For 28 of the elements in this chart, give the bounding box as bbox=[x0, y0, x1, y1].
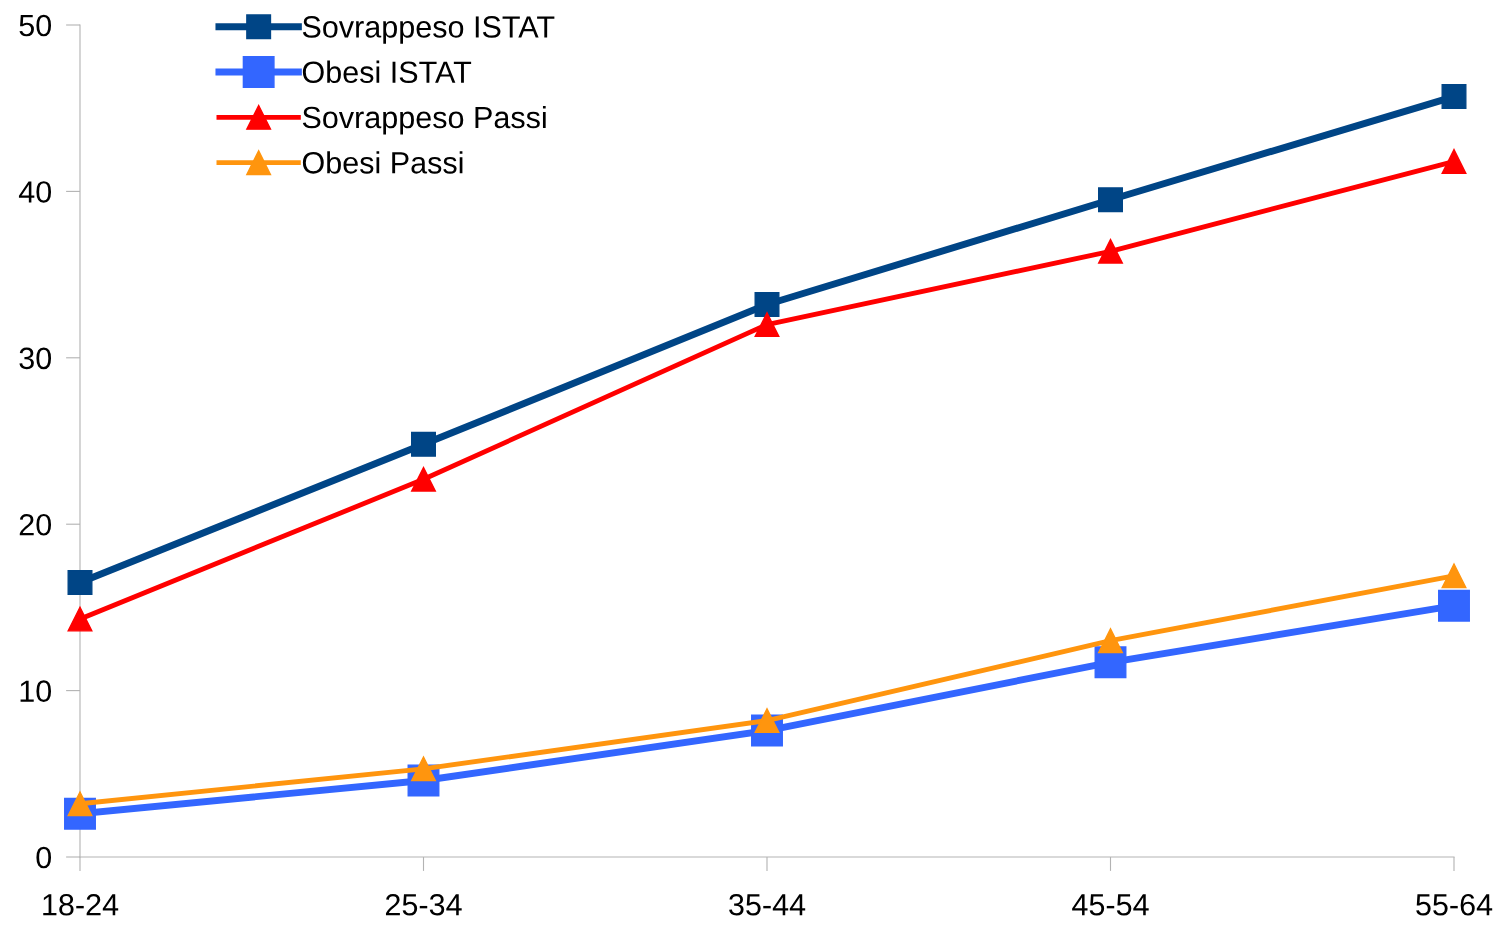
point bbox=[1441, 148, 1467, 174]
legend-label: Sovrappeso ISTAT bbox=[302, 16, 555, 44]
point bbox=[1438, 589, 1470, 622]
x-tick-label: 55-64 bbox=[1416, 893, 1493, 916]
legend-label: Sovrappeso Passi bbox=[302, 105, 546, 135]
y-tick-label: 40 bbox=[18, 181, 52, 203]
x-tick-label: 25-34 bbox=[385, 893, 462, 916]
y-tick-label: 50 bbox=[19, 14, 52, 37]
point bbox=[754, 292, 780, 318]
y-tick-label: 20 bbox=[19, 513, 52, 536]
y-tick-label: 10 bbox=[20, 680, 52, 702]
point bbox=[410, 431, 437, 457]
point bbox=[67, 569, 93, 595]
point bbox=[754, 312, 780, 338]
point bbox=[1441, 563, 1467, 589]
x-tick-label: 45-54 bbox=[1072, 894, 1149, 916]
y-tick-label: 30 bbox=[19, 347, 52, 370]
x-tick-label: 18-24 bbox=[43, 893, 119, 916]
point bbox=[67, 606, 93, 632]
point bbox=[1441, 84, 1467, 110]
legend-label: Obesi Passi bbox=[302, 151, 463, 174]
x-tick-label: 35-44 bbox=[729, 893, 806, 916]
point bbox=[1097, 238, 1124, 264]
y-tick-label: 0 bbox=[36, 846, 52, 869]
point bbox=[1097, 187, 1124, 213]
legend-label: Obesi ISTAT bbox=[302, 60, 472, 84]
point bbox=[410, 466, 437, 492]
point bbox=[1097, 628, 1124, 654]
